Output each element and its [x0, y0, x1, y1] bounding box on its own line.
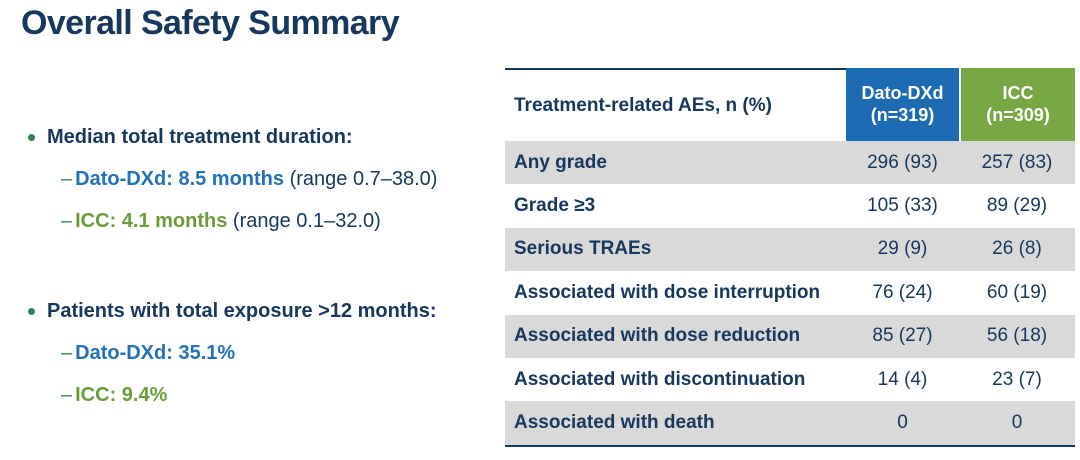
dash-icon: –	[61, 168, 73, 190]
table-row: Associated with dose interruption 76 (24…	[505, 271, 1075, 315]
sub-bullet-icc-exposure: – ICC: 9.4%	[61, 384, 167, 407]
row-value-icc: 257 (83)	[981, 151, 1053, 173]
sub-bullet-dato-exposure: – Dato-DXd: 35.1%	[61, 342, 235, 365]
safety-table: Treatment-related AEs, n (%) Dato-DXd (n…	[505, 68, 1075, 447]
row-label: Any grade	[514, 151, 607, 173]
bullet-dot-icon	[28, 308, 35, 315]
row-value-icc: 0	[1011, 412, 1023, 434]
bullet-item: Median total treatment duration:	[28, 126, 353, 149]
row-value-icc: 23 (7)	[992, 368, 1042, 390]
table-row: Any grade 296 (93) 257 (83)	[505, 141, 1075, 185]
table-header-icc: ICC (n=309)	[961, 68, 1075, 141]
row-value-icc: 26 (8)	[992, 238, 1042, 260]
sub-highlight: ICC: 4.1 months	[75, 210, 228, 232]
sub-bullet-icc-duration: – ICC: 4.1 months (range 0.1–32.0)	[61, 210, 381, 233]
bullet-text: Median total treatment duration:	[47, 126, 353, 148]
sub-suffix: (range 0.7–38.0)	[284, 168, 438, 190]
table-header-dato-dxd: Dato-DXd (n=319)	[846, 68, 959, 141]
dash-icon: –	[61, 342, 73, 364]
page-title: Overall Safety Summary	[21, 4, 400, 42]
header-icc-n: (n=309)	[986, 104, 1050, 125]
table-row: Grade ≥3 105 (33) 89 (29)	[505, 184, 1075, 228]
row-value-dato: 14 (4)	[877, 368, 928, 390]
table-row: Associated with dose reduction 85 (27) 5…	[505, 314, 1075, 358]
sub-suffix: (range 0.1–32.0)	[227, 210, 381, 232]
dash-icon: –	[61, 384, 73, 406]
row-label: Associated with discontinuation	[514, 368, 806, 390]
row-label: Grade ≥3	[514, 195, 596, 217]
table-body: Any grade 296 (93) 257 (83) Grade ≥3 105…	[505, 141, 1075, 447]
row-value-dato: 105 (33)	[867, 195, 938, 217]
table-header-label: Treatment-related AEs, n (%)	[505, 68, 846, 141]
bullet-text: Patients with total exposure >12 months:	[47, 300, 437, 322]
sub-bullet-dato-duration: – Dato-DXd: 8.5 months (range 0.7–38.0)	[61, 168, 437, 191]
table-row: Serious TRAEs 29 (9) 26 (8)	[505, 227, 1075, 272]
table-header-row: Treatment-related AEs, n (%) Dato-DXd (n…	[505, 68, 1075, 141]
row-label: Associated with dose interruption	[514, 281, 821, 303]
sub-highlight: Dato-DXd: 8.5 months	[75, 168, 285, 190]
bullet-dot-icon	[28, 134, 35, 141]
row-value-dato: 0	[897, 412, 908, 434]
row-value-icc: 60 (19)	[986, 281, 1048, 303]
row-label: Serious TRAEs	[514, 238, 652, 260]
row-value-icc: 56 (18)	[986, 325, 1048, 347]
header-column-divider	[959, 68, 961, 141]
header-dato-name: Dato-DXd	[861, 82, 944, 103]
row-value-dato: 85 (27)	[872, 325, 933, 347]
dash-icon: –	[61, 210, 73, 232]
row-value-dato: 76 (24)	[872, 281, 933, 303]
row-label: Associated with death	[514, 412, 715, 434]
row-value-dato: 29 (9)	[877, 238, 928, 260]
row-value-dato: 296 (93)	[867, 151, 938, 173]
row-value-icc: 89 (29)	[986, 195, 1048, 217]
table-row: Associated with discontinuation 14 (4) 2…	[505, 357, 1075, 402]
sub-highlight: Dato-DXd: 35.1%	[75, 342, 236, 364]
sub-highlight: ICC: 9.4%	[75, 384, 168, 406]
header-dato-n: (n=319)	[870, 104, 935, 125]
header-icc-name: ICC	[1002, 82, 1034, 103]
row-label: Associated with dose reduction	[514, 325, 801, 347]
bullet-item: Patients with total exposure >12 months:	[28, 300, 437, 323]
table-row: Associated with death 0 0	[505, 401, 1075, 445]
